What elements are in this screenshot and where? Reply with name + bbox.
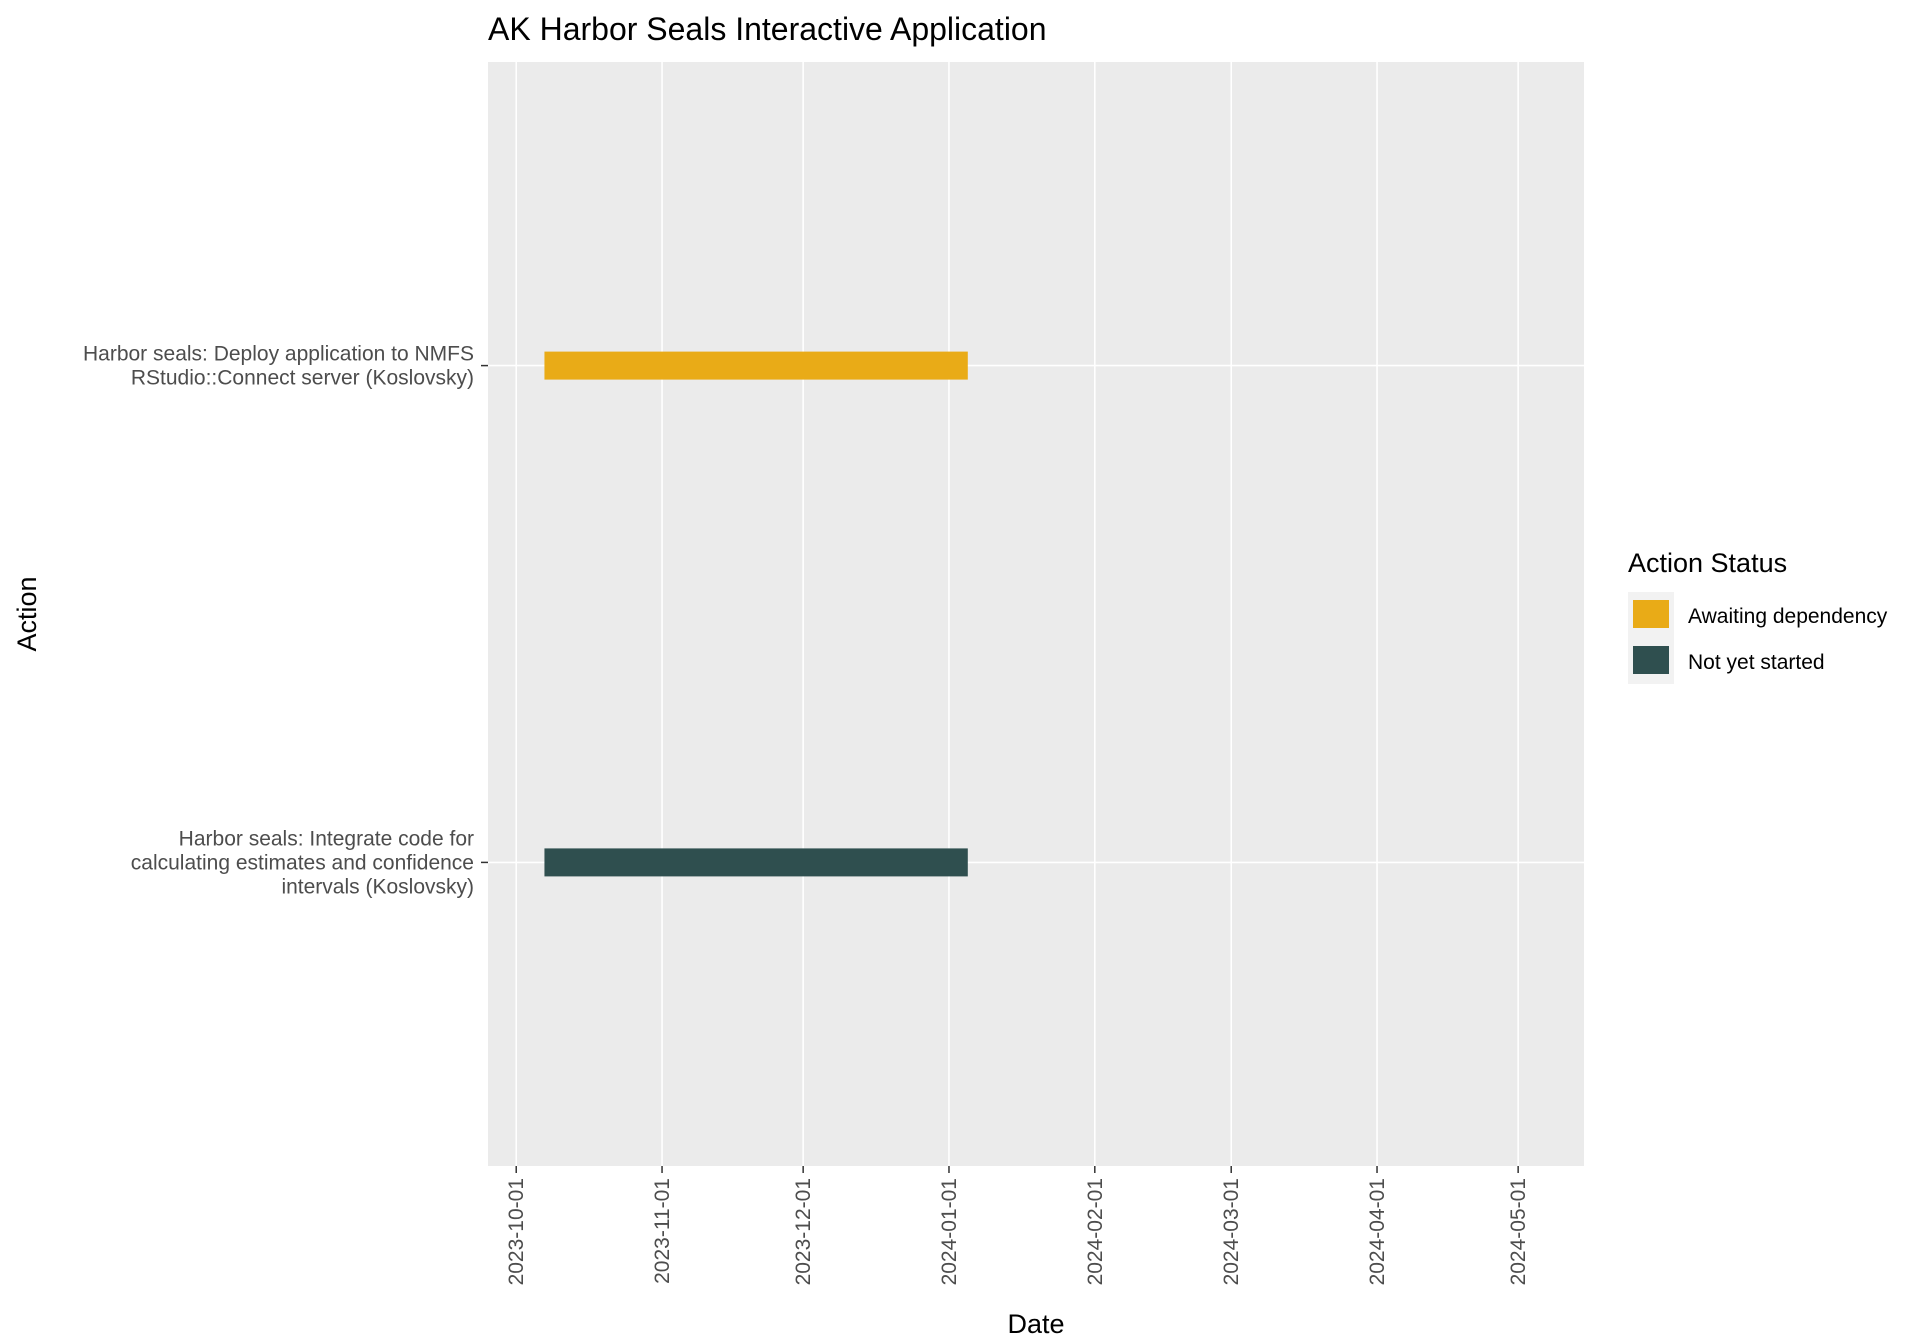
- x-tick-label: 2023-12-01: [792, 1178, 815, 1285]
- x-axis-title: Date: [1007, 1309, 1064, 1339]
- legend-title: Action Status: [1628, 548, 1787, 578]
- legend-swatch: [1633, 646, 1669, 674]
- chart-title: AK Harbor Seals Interactive Application: [488, 11, 1047, 47]
- y-axis-title: Action: [12, 576, 42, 651]
- y-tick-label: calculating estimates and confidence: [131, 851, 474, 874]
- grid-layer: [488, 62, 1584, 1166]
- bar-layer: [544, 351, 968, 877]
- x-tick-label: 2024-04-01: [1366, 1178, 1389, 1285]
- y-axis: Harbor seals: Deploy application to NMFS…: [83, 343, 488, 898]
- x-tick-label: 2024-02-01: [1084, 1178, 1107, 1285]
- task-bar: [544, 848, 968, 877]
- y-tick-label: intervals (Koslovsky): [281, 875, 474, 898]
- legend-label: Not yet started: [1688, 651, 1825, 674]
- y-tick-label: Harbor seals: Deploy application to NMFS: [83, 343, 474, 366]
- x-axis: 2023-10-01 2023-11-01 2023-12-01 2024-01-01…: [505, 1166, 1530, 1285]
- x-tick-label: 2024-03-01: [1220, 1178, 1243, 1285]
- legend-swatch: [1633, 600, 1669, 628]
- y-tick-label: RStudio::Connect server (Koslovsky): [131, 367, 474, 390]
- x-tick-label: 2023-11-01: [651, 1178, 674, 1284]
- x-tick-label: 2023-10-01: [505, 1178, 528, 1285]
- legend-label: Awaiting dependency: [1688, 605, 1888, 628]
- y-tick-label: Harbor seals: Integrate code for: [179, 827, 474, 850]
- x-tick-label: 2024-05-01: [1507, 1178, 1530, 1285]
- x-tick-label: 2024-01-01: [938, 1178, 961, 1285]
- legend: Action Status Awaiting dependency Not yet…: [1628, 548, 1888, 684]
- task-bar: [544, 351, 968, 380]
- plot-panel: [488, 62, 1584, 1166]
